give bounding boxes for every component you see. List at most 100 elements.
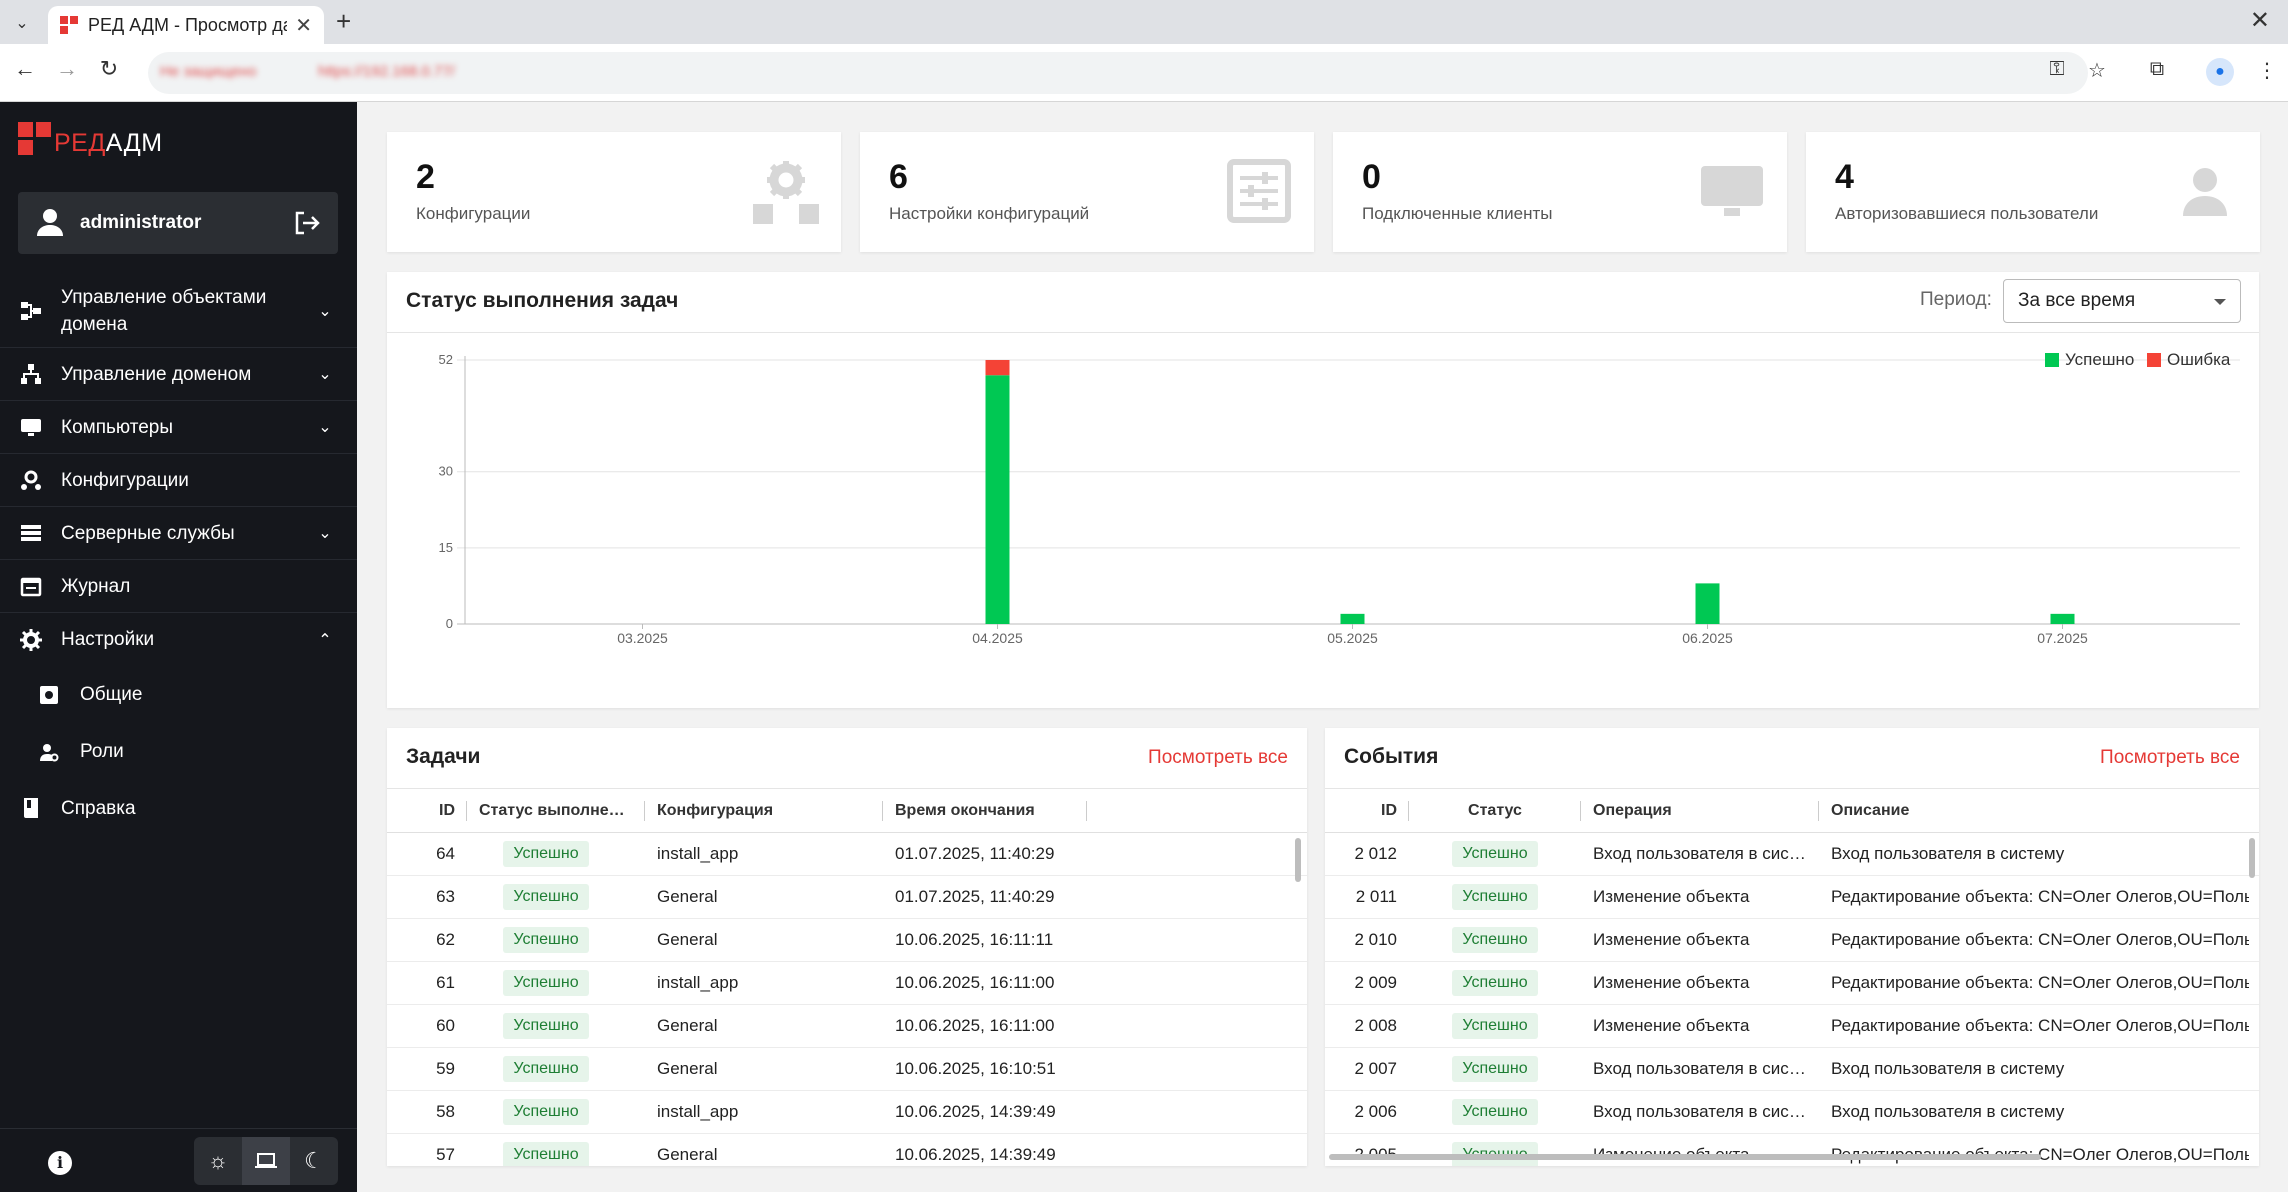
stat-card-config-settings[interactable]: 6 Настройки конфигураций [860,132,1314,252]
table-row[interactable]: 64 Успешно install_app 01.07.2025, 11:40:29 [387,833,1307,876]
cell-id: 2 007 [1354,1059,1397,1078]
cell-status: Успешно [467,884,645,910]
theme-switcher: ☼ ☾ [194,1137,338,1185]
column-header-description[interactable]: Описание [1831,802,1910,819]
forward-arrow-icon[interactable]: → [56,56,78,81]
more-menu-icon[interactable]: ⋮ [2257,60,2277,82]
column-header-id[interactable]: ID [1325,788,1409,833]
cell-status: Успешно [1409,970,1581,996]
column-header-operation[interactable]: Операция [1581,788,1819,833]
sidebar-item-settings[interactable]: Настройки ⌃ [0,613,357,666]
sidebar-item-configurations[interactable]: Конфигурации [0,454,357,507]
sidebar-item-domain[interactable]: Управление доменом ⌄ [0,348,357,401]
cell-operation: Изменение объекта [1593,930,1750,949]
stat-value: 4 [1835,158,1854,196]
column-header-configuration[interactable]: Конфигурация [645,788,883,833]
table-row[interactable]: 2 012 Успешно Вход пользователя в систему В… [1325,833,2259,876]
cell-operation: Вход пользователя в систему [1593,1059,1819,1078]
table-row[interactable]: 2 008 Успешно Изменение объекта Редактирова… [1325,1005,2259,1048]
events-vertical-scrollbar[interactable] [2249,838,2255,878]
star-icon[interactable]: ☆ [2088,60,2106,82]
events-view-all-link[interactable]: Посмотреть все [2100,747,2240,768]
table-row[interactable]: 2 011 Успешно Изменение объекта Редактирова… [1325,876,2259,919]
cell-operation: Вход пользователя в систему [1593,1102,1819,1121]
user-panel: administrator [18,192,338,254]
sidebar-item-label: Управление объектами домена [61,286,267,335]
tasks-title: Задачи [406,745,481,768]
sidebar-subitem-label: Общие [80,683,143,705]
sidebar-item-label: Конфигурации [61,469,189,491]
cell-end-time: 01.07.2025, 11:40:29 [895,844,1055,863]
stat-value: 2 [416,158,435,196]
cell-end-time: 10.06.2025, 14:39:49 [895,1145,1056,1164]
cell-id: 2 009 [1354,973,1397,992]
table-row[interactable]: 63 Успешно General 01.07.2025, 11:40:29 [387,876,1307,919]
chevron-down-icon: ⌄ [318,366,332,383]
period-select[interactable]: За все время [2003,279,2241,323]
chevron-down-icon: ⌄ [318,302,332,320]
system-theme-laptop-icon[interactable] [242,1137,290,1185]
sidebar-item-help[interactable]: Справка [0,780,357,836]
tasks-table-body: 64 Успешно install_app 01.07.2025, 11:40:29… [387,833,1307,1166]
info-icon[interactable]: i [48,1151,72,1175]
cell-status: Успешно [467,841,645,867]
cell-id: 2 011 [1355,887,1397,906]
sidebar-item-server-services[interactable]: Серверные службы ⌄ [0,507,357,560]
window-close-icon[interactable]: ✕ [2249,7,2270,34]
browser-tab[interactable]: РЕД АДМ - Просмотр данных ✕ [48,6,324,44]
dark-theme-moon-icon[interactable]: ☾ [304,1148,324,1173]
tasks-vertical-scrollbar[interactable] [1295,838,1301,882]
logout-icon[interactable] [292,208,322,238]
tab-close-icon[interactable]: ✕ [295,14,312,37]
light-theme-sun-icon[interactable]: ☼ [207,1148,229,1173]
tasks-view-all-link[interactable]: Посмотреть все [1148,747,1288,768]
new-tab-icon[interactable]: + [336,6,352,36]
table-row[interactable]: 2 005УспешноИзменение объектаРедактирова… [1325,1134,2259,1166]
table-row[interactable]: 61 Успешно install_app 10.06.2025, 16:11:00 [387,962,1307,1005]
table-row[interactable]: 2 006 Успешно Вход пользователя в систему В… [1325,1091,2259,1134]
address-bar[interactable]: Не защищено https://192.168.0.77/ [148,52,2088,94]
config-gears-icon [18,467,44,493]
url-security-label: Не защищено [160,63,257,80]
profile-icon[interactable]: ● [2206,58,2234,86]
cell-description: Редактирование объекта: CN=Олег Олегов,O… [1831,1016,2249,1035]
table-row[interactable]: 57 Успешно General 10.06.2025, 14:39:49 [387,1134,1307,1166]
bar-success [2050,613,2075,624]
table-row[interactable]: 60 Успешно General 10.06.2025, 16:11:00 [387,1005,1307,1048]
cell-description: Вход пользователя в систему [1831,1059,2065,1078]
sidebar-subitem-general[interactable]: Общие [0,666,357,723]
sidebar-item-journal[interactable]: Журнал [0,560,357,613]
back-arrow-icon[interactable]: ← [14,56,36,81]
column-header-status[interactable]: Статус [1409,788,1581,833]
username: administrator [80,212,202,233]
tab-list-chevron-icon[interactable]: ⌄ [15,15,29,32]
sidebar-item-computers[interactable]: Компьютеры ⌄ [0,401,357,454]
reload-icon[interactable]: ↻ [99,56,119,81]
sidebar-item-domain-objects[interactable]: Управление объектами домена ⌄ [0,274,357,348]
x-tick-label: 05.2025 [1327,630,1378,646]
table-row[interactable]: 62 Успешно General 10.06.2025, 16:11:11 [387,919,1307,962]
stat-card-configurations[interactable]: 2 Конфигурации [387,132,841,252]
status-badge: Успешно [1452,970,1538,996]
table-row[interactable]: 2 009 Успешно Изменение объекта Редактирова… [1325,962,2259,1005]
cell-configuration: General [657,1016,718,1035]
sidebar-subitem-roles[interactable]: Роли [0,723,357,780]
table-row[interactable]: 59 Успешно General 10.06.2025, 16:10:51 [387,1048,1307,1091]
table-row[interactable]: 2 007 Успешно Вход пользователя в систему В… [1325,1048,2259,1091]
column-header-status[interactable]: Статус выполнения [467,788,645,833]
events-horizontal-scrollbar[interactable] [1329,1154,2041,1160]
column-header-id[interactable]: ID [387,788,467,833]
list-icon [18,520,44,546]
stat-label: Настройки конфигураций [889,204,1090,223]
cell-end-time: 10.06.2025, 16:10:51 [895,1059,1056,1078]
extensions-icon[interactable]: ⧉ [2149,58,2165,80]
stat-card-connected-clients[interactable]: 0 Подключенные клиенты [1333,132,1787,252]
stat-card-authorized-users[interactable]: 4 Авторизовавшиеся пользователи [1806,132,2260,252]
status-badge: Успешно [503,1013,589,1039]
table-row[interactable]: 58 Успешно install_app 10.06.2025, 14:39:49 [387,1091,1307,1134]
key-icon[interactable]: ⚿ [2049,58,2065,80]
logo-text-white: АДМ [105,129,163,157]
domain-objects-icon [18,298,44,324]
column-header-end-time[interactable]: Время окончания [883,788,1087,833]
table-row[interactable]: 2 010 Успешно Изменение объекта Редактирова… [1325,919,2259,962]
